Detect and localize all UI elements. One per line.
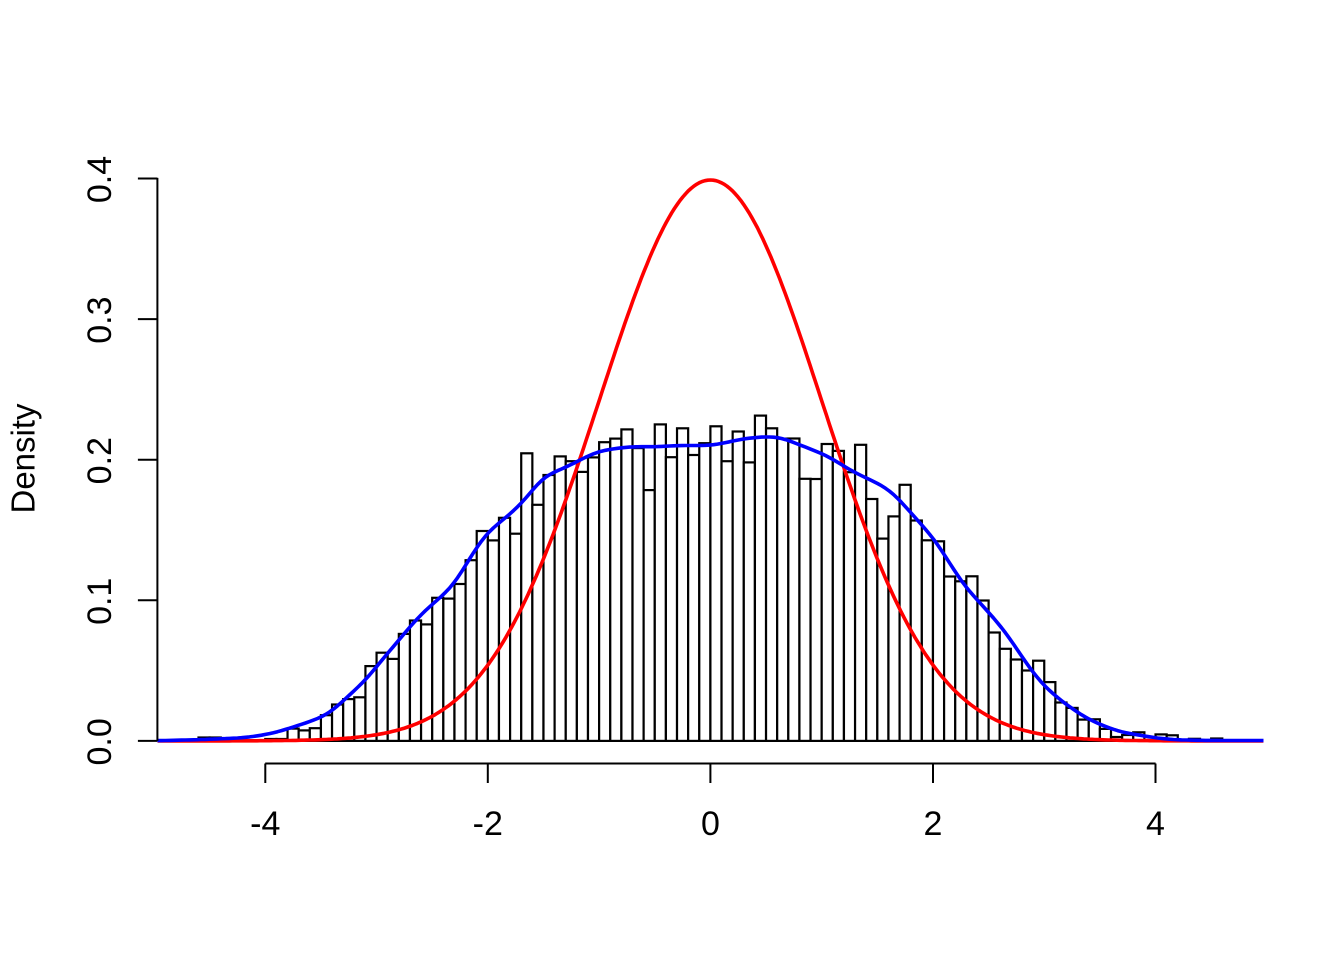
svg-text:0.3: 0.3 [81, 296, 119, 343]
svg-text:-2: -2 [473, 805, 503, 843]
svg-text:0.0: 0.0 [81, 718, 119, 765]
svg-text:0: 0 [701, 805, 720, 843]
svg-text:-4: -4 [250, 805, 280, 843]
svg-text:0.1: 0.1 [81, 578, 119, 625]
svg-text:2: 2 [924, 805, 943, 843]
svg-text:Density: Density [5, 403, 42, 514]
svg-text:0.2: 0.2 [81, 437, 119, 484]
svg-text:4: 4 [1146, 805, 1165, 843]
svg-text:0.4: 0.4 [81, 156, 119, 203]
